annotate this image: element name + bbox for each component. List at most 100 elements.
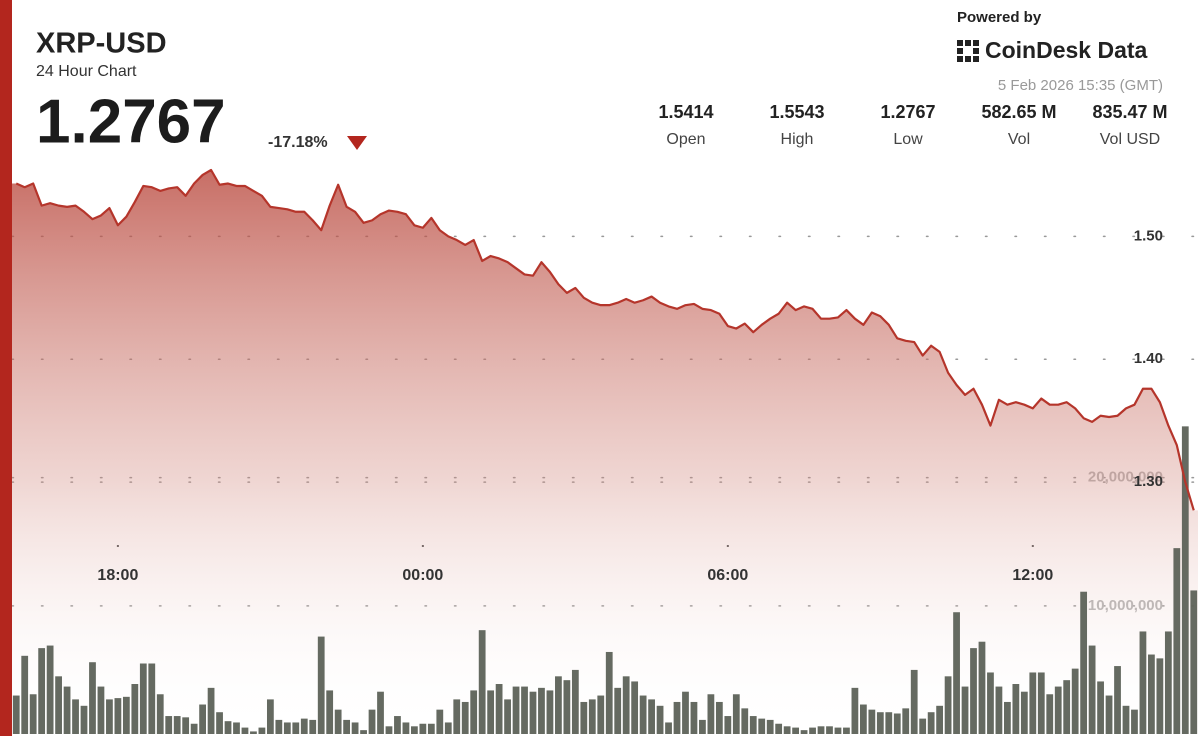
- volume-bar: [690, 701, 698, 734]
- brand-logo: [957, 40, 979, 62]
- stat-value: 582.65 M: [981, 102, 1056, 122]
- volume-bar: [775, 723, 783, 734]
- volume-bar: [1139, 631, 1147, 734]
- stat-label: Vol: [1008, 131, 1030, 148]
- stat-label: High: [781, 131, 814, 148]
- volume-bar: [1122, 705, 1130, 734]
- volume-bar: [55, 676, 62, 734]
- volume-bar: [343, 719, 351, 734]
- volume-bar: [1164, 631, 1172, 734]
- volume-bar: [1037, 672, 1045, 734]
- volume-bar: [131, 684, 139, 734]
- volume-bar: [1012, 684, 1020, 734]
- volume-bar: [122, 696, 130, 734]
- volume-bar: [478, 630, 486, 734]
- plot: 20,000,00010,000,0001.501.401.3018:0000:…: [11, 168, 1199, 734]
- volume-bar: [207, 687, 215, 734]
- volume-bar: [707, 694, 715, 734]
- volume-bar: [258, 727, 266, 734]
- volume-bar: [622, 676, 630, 734]
- volume-bar: [699, 719, 706, 734]
- volume-bar: [46, 645, 54, 734]
- volume-bar: [563, 680, 571, 734]
- volume-bar: [1020, 691, 1028, 734]
- volume-bar: [309, 719, 317, 734]
- volume-bar: [868, 709, 876, 734]
- volume-bar: [631, 681, 639, 734]
- volume-bar: [919, 718, 927, 734]
- volume-bar: [893, 713, 901, 734]
- volume-bar: [605, 651, 613, 734]
- volume-bar: [885, 712, 893, 734]
- volume-bar: [665, 722, 672, 734]
- volume-bar: [749, 716, 757, 734]
- volume-bar: [38, 648, 46, 734]
- volume-bar: [453, 699, 461, 734]
- volume-bar: [597, 695, 605, 734]
- axis-labels: 1.50 1.40 1.30 18:00 00:00 06:00 12:00: [97, 227, 1163, 584]
- volume-bar: [97, 686, 105, 734]
- down-arrow: [347, 136, 367, 150]
- change: -17.18%: [268, 134, 328, 151]
- subtitle: 24 Hour Chart: [36, 63, 137, 80]
- volume-bar: [936, 705, 944, 734]
- volume-bar: [266, 699, 274, 734]
- powered-by: Powered by: [957, 9, 1042, 26]
- volume-bar: [317, 636, 325, 734]
- volume-bar: [292, 722, 300, 734]
- volume-bar: [639, 695, 647, 734]
- volume-bar: [411, 726, 418, 734]
- volume-bar: [21, 655, 29, 734]
- volume-bar: [555, 676, 562, 734]
- volume-bar: [961, 686, 969, 734]
- volume-bar: [190, 723, 198, 734]
- volume-bar: [1156, 658, 1164, 734]
- volume-bar: [173, 716, 181, 734]
- volume-bar: [546, 690, 554, 734]
- y-tick-label: 1.40: [1134, 350, 1163, 367]
- stat-value: 1.2767: [880, 102, 935, 122]
- volume-bar: [1131, 709, 1138, 734]
- volume-bar: [910, 669, 918, 734]
- volume-bar: [233, 722, 240, 734]
- stat-label: Vol USD: [1100, 131, 1160, 148]
- volume-bar: [656, 705, 664, 734]
- timestamp: 5 Feb 2026 15:35 (GMT): [998, 77, 1163, 94]
- volume-bar: [427, 723, 435, 734]
- volume-bar: [495, 684, 503, 734]
- volume-bar: [216, 712, 223, 734]
- volume-bar: [792, 727, 799, 734]
- volume-bar: [1105, 695, 1113, 734]
- volume-bar: [385, 726, 393, 734]
- volume-bar: [1046, 694, 1054, 734]
- volume-bar: [12, 695, 20, 734]
- volume-bar: [1071, 668, 1079, 734]
- volume-bar: [1097, 681, 1104, 734]
- volume-bar: [165, 716, 173, 734]
- volume-bar: [377, 691, 384, 734]
- stat-value: 1.5543: [769, 102, 824, 122]
- volume-bar: [224, 721, 232, 734]
- volume-bar: [360, 730, 367, 734]
- volume-bar: [732, 694, 740, 734]
- x-tick-label: 06:00: [707, 567, 748, 584]
- volume-bar: [614, 687, 622, 734]
- volume-bar: [139, 663, 147, 734]
- volume-bar: [538, 687, 545, 734]
- volume-bar: [800, 730, 808, 734]
- volume-bar: [470, 690, 478, 734]
- stats: 1.5414 Open 1.5543 High 1.2767 Low 582.65 M Vol…: [658, 102, 1167, 148]
- volume-bar: [334, 709, 342, 734]
- volume-bar: [275, 719, 283, 734]
- stat-label: Open: [666, 131, 705, 148]
- volume-bar: [1029, 672, 1037, 734]
- volume-bar: [402, 722, 410, 734]
- volume-bar: [944, 676, 952, 734]
- volume-bar: [529, 691, 537, 734]
- y-tick-label: 1.50: [1134, 227, 1163, 244]
- volume-bar: [588, 699, 596, 734]
- volume-bar: [241, 727, 249, 734]
- volume-bar: [1173, 548, 1181, 734]
- volume-bar: [29, 694, 37, 734]
- volume-bar: [953, 612, 960, 734]
